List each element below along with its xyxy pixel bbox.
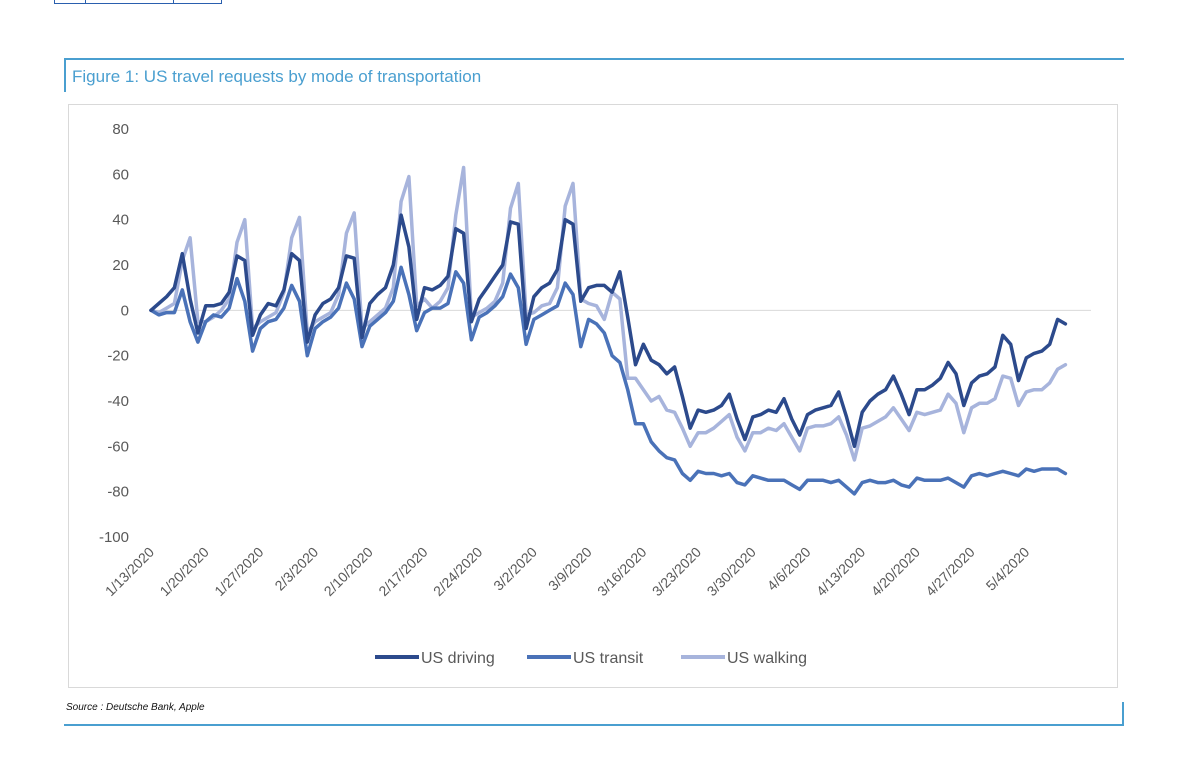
- x-tick-label: 4/13/2020: [813, 544, 869, 600]
- x-tick-label: 2/3/2020: [271, 544, 321, 594]
- figure-top-rule: [64, 58, 1124, 60]
- legend-label-us-transit: US transit: [573, 650, 644, 667]
- y-tick-label: 80: [112, 121, 129, 138]
- chart-container: 80 60 40 20 0 -20 -40 -60 -80 -100 1/13/2020 1/20/2…: [68, 104, 1118, 688]
- figure-bottom-rule: [64, 724, 1124, 726]
- x-tick-label: 3/2/2020: [490, 544, 540, 594]
- y-tick-label: 60: [112, 166, 129, 183]
- x-tick-label: 4/20/2020: [868, 544, 924, 600]
- figure-left-rule: [64, 58, 66, 92]
- x-tick-label: 3/30/2020: [704, 544, 760, 600]
- series-line-us-transit: [149, 265, 1068, 496]
- x-tick-label: 3/23/2020: [649, 544, 705, 600]
- y-tick-label: -20: [107, 348, 129, 365]
- y-tick-label: -100: [99, 529, 129, 546]
- legend-label-us-driving: US driving: [421, 650, 495, 667]
- y-tick-label: 40: [112, 212, 129, 229]
- series-line-us-walking: [149, 165, 1068, 462]
- y-tick-label: 20: [112, 257, 129, 274]
- x-tick-label: 2/17/2020: [375, 544, 431, 600]
- y-tick-label: -40: [107, 393, 129, 410]
- series-line-us-driving: [149, 213, 1068, 449]
- x-tick-label: 4/6/2020: [764, 544, 814, 594]
- x-tick-label: 2/10/2020: [321, 544, 377, 600]
- x-tick-label: 3/9/2020: [545, 544, 595, 594]
- x-tick-label: 3/16/2020: [594, 544, 650, 600]
- x-tick-label: 2/24/2020: [430, 544, 486, 600]
- x-tick-label: 4/27/2020: [922, 544, 978, 600]
- x-tick-label: 1/20/2020: [156, 544, 212, 600]
- source-note: Source : Deutsche Bank, Apple: [66, 702, 205, 713]
- y-tick-label: -80: [107, 484, 129, 501]
- y-tick-label: -60: [107, 438, 129, 455]
- legend-label-us-walking: US walking: [727, 650, 807, 667]
- x-tick-label: 5/4/2020: [983, 544, 1033, 594]
- x-tick-label: 1/27/2020: [211, 544, 267, 600]
- figure-right-rule: [1122, 702, 1124, 726]
- x-tick-label: 1/13/2020: [102, 544, 158, 600]
- y-tick-label: 0: [121, 302, 129, 319]
- figure-title: Figure 1: US travel requests by mode of …: [72, 67, 482, 86]
- top-edge-fragment: [54, 0, 222, 4]
